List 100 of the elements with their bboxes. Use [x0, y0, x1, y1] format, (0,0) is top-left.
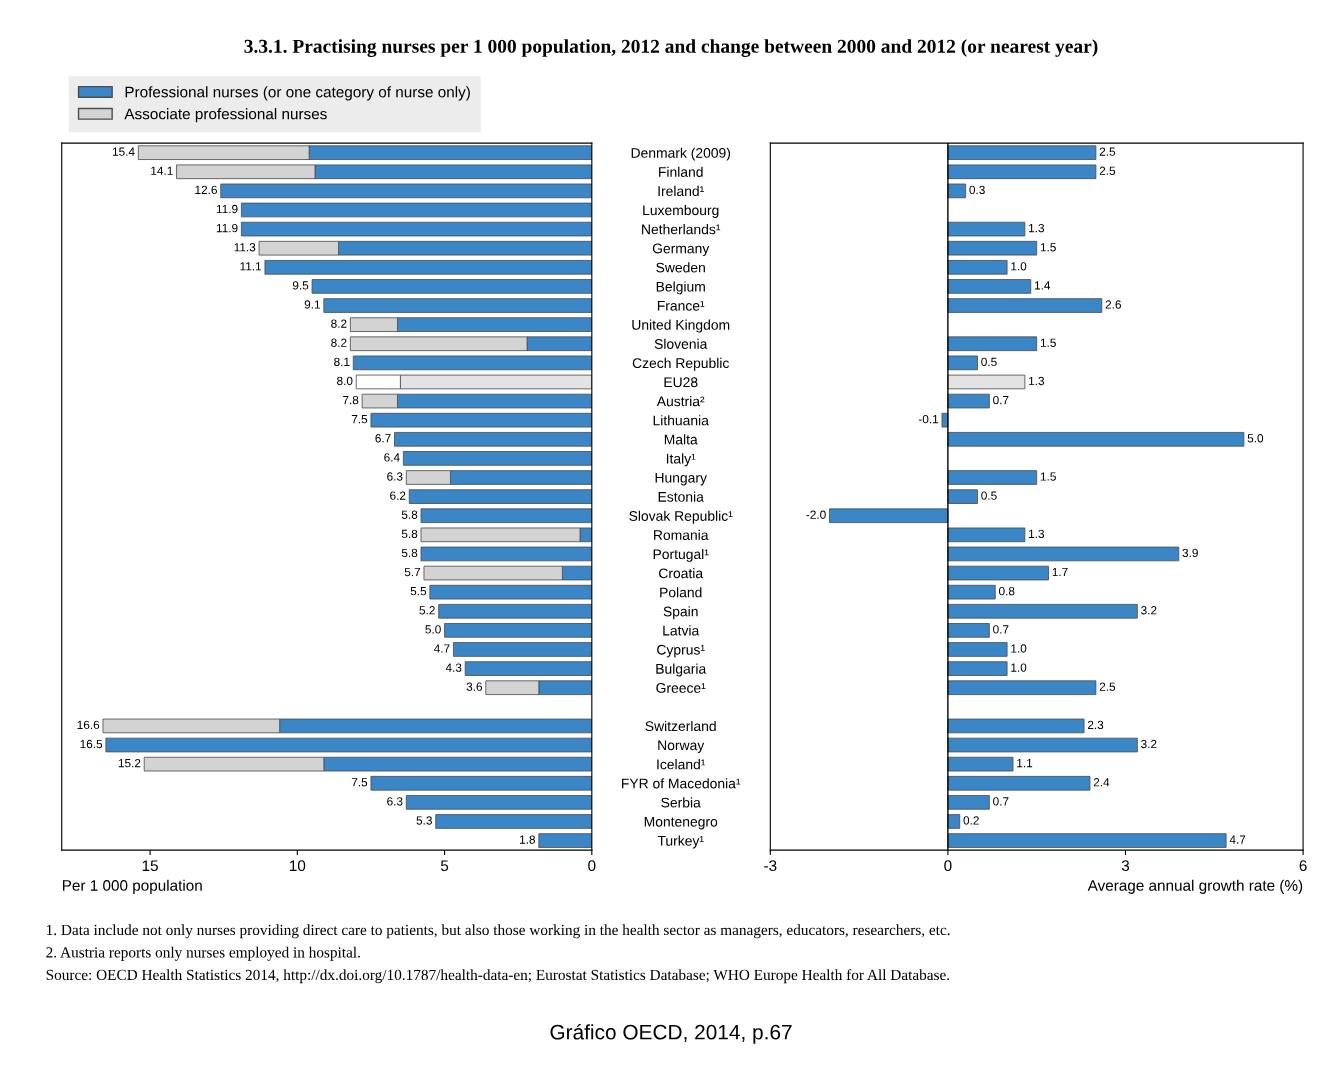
data-label: 3.9	[1182, 548, 1198, 558]
bar	[947, 603, 1138, 619]
y-tick-label: Sweden	[656, 262, 705, 273]
y-tick-label: Norway	[658, 740, 705, 753]
text: 3.3.1. Practising nurses per 1 000 population, 2012 and change between 2000 and 2012 (or nearest year)	[244, 39, 1098, 57]
data-label: 2.3	[1087, 720, 1104, 730]
text: Gráfico OECD, 2014, p.67	[550, 1023, 792, 1044]
data-label: -2.0	[806, 510, 826, 519]
total-label: 6.7	[375, 434, 391, 443]
data-label: 1.3	[1029, 529, 1045, 539]
bar	[947, 374, 1026, 390]
x-tick-label: 15	[142, 860, 158, 872]
total-label: 5.0	[425, 625, 441, 634]
y-tick-label: Portugal¹	[653, 548, 709, 562]
y-tick-label: Greece¹	[656, 683, 706, 693]
total-label: 9.5	[292, 281, 309, 290]
total-label: 11.9	[216, 204, 238, 214]
bar	[947, 470, 1038, 485]
bar	[947, 527, 1026, 543]
data-label: 2.4	[1093, 778, 1110, 787]
y-tick-label: Italy¹	[666, 453, 696, 467]
total-label: 16.5	[80, 739, 103, 749]
data-label: 3.2	[1141, 606, 1157, 615]
y-tick-label: Slovak Republic¹	[629, 510, 733, 524]
x-tick-label: -3	[764, 860, 777, 872]
bar	[947, 432, 1245, 447]
data-label: 2.5	[1099, 166, 1116, 175]
bar	[947, 489, 978, 504]
bar	[435, 814, 592, 829]
y-tick-label: Romania	[654, 529, 709, 541]
bar	[947, 718, 1085, 734]
x-tick-label: 5	[440, 860, 449, 872]
data-label: 0.7	[993, 395, 1009, 405]
y-tick-label: Lithuania	[653, 415, 709, 426]
bar	[240, 202, 592, 218]
source-note: Source: OECD Health Statistics 2014, http://dx.doi.org/10.1787/health-data-en; Eurostat Statistics Database; WHO Europe Health for All Database.	[46, 969, 950, 984]
y-tick-label: Finland	[659, 166, 703, 177]
total-label: 7.8	[343, 395, 359, 405]
data-label: 5.0	[1247, 434, 1264, 443]
legend-label: Professional nurses (or one category of nurse only)	[125, 86, 470, 101]
bar	[420, 546, 592, 562]
total-label: 1.8	[520, 835, 536, 844]
bar	[352, 355, 592, 371]
data-label: 1.5	[1040, 243, 1056, 252]
data-label: -0.1	[918, 415, 939, 424]
total-label: 12.6	[195, 185, 217, 195]
total-label: 8.2	[331, 338, 347, 347]
total-label: 4.7	[433, 644, 450, 653]
total-label: 9.1	[304, 300, 320, 309]
data-label: 0.2	[963, 816, 979, 825]
x-tick-label: 0	[944, 860, 952, 872]
total-label: 5.8	[401, 510, 418, 519]
data-label: 1.7	[1052, 567, 1068, 577]
y-tick-label: Luxembourg	[643, 204, 719, 218]
bar	[264, 260, 592, 275]
data-label: 0.5	[981, 357, 997, 367]
y-tick-label: Czech Republic	[632, 357, 729, 371]
bar	[947, 756, 1014, 772]
y-tick-label: Belgium	[656, 281, 705, 295]
total-label: 11.9	[216, 223, 238, 233]
bar	[947, 260, 1008, 275]
total-label: 6.3	[387, 472, 403, 481]
bar	[947, 584, 996, 600]
total-label: 15.2	[118, 758, 141, 768]
data-label: 1.0	[1011, 663, 1027, 672]
bar	[947, 775, 1091, 791]
bar	[947, 164, 1097, 180]
bar	[394, 432, 592, 447]
data-label: 3.2	[1141, 739, 1157, 749]
data-label: 1.0	[1011, 262, 1027, 271]
bar	[947, 661, 1008, 676]
total-label: 16.6	[77, 720, 100, 730]
y-tick-label: Croatia	[659, 568, 704, 579]
data-label: 1.4	[1034, 281, 1051, 290]
legend-label: Associate professional nurses	[124, 108, 327, 123]
data-label: 0.5	[981, 491, 997, 500]
bar	[947, 355, 978, 371]
total-label: 5.7	[404, 567, 421, 577]
data-label: 0.7	[993, 797, 1009, 806]
y-tick-label: Cyprus¹	[657, 644, 705, 658]
y-tick-label: United Kingdom	[632, 319, 730, 333]
total-label: 5.8	[401, 548, 418, 558]
y-tick-label: Latvia	[663, 625, 700, 636]
bar	[947, 298, 1103, 313]
total-label: 3.6	[466, 682, 483, 691]
x-tick-label: 3	[1121, 860, 1130, 872]
y-tick-label: Ireland¹	[658, 185, 704, 197]
y-tick-label: Denmark (2009)	[631, 147, 731, 161]
bar	[311, 279, 592, 294]
y-tick-label: Germany	[652, 243, 710, 257]
bar	[370, 775, 592, 791]
data-label: 2.5	[1099, 147, 1116, 156]
total-label: 7.5	[351, 415, 368, 424]
x-tick-label: 6	[1299, 860, 1307, 872]
bar	[947, 737, 1138, 753]
total-label: 11.3	[234, 243, 256, 252]
y-tick-label: Poland	[660, 587, 702, 598]
data-label: 1.0	[1011, 644, 1027, 653]
bar	[420, 508, 592, 524]
x-axis-title: Per 1 000 population	[62, 879, 202, 894]
